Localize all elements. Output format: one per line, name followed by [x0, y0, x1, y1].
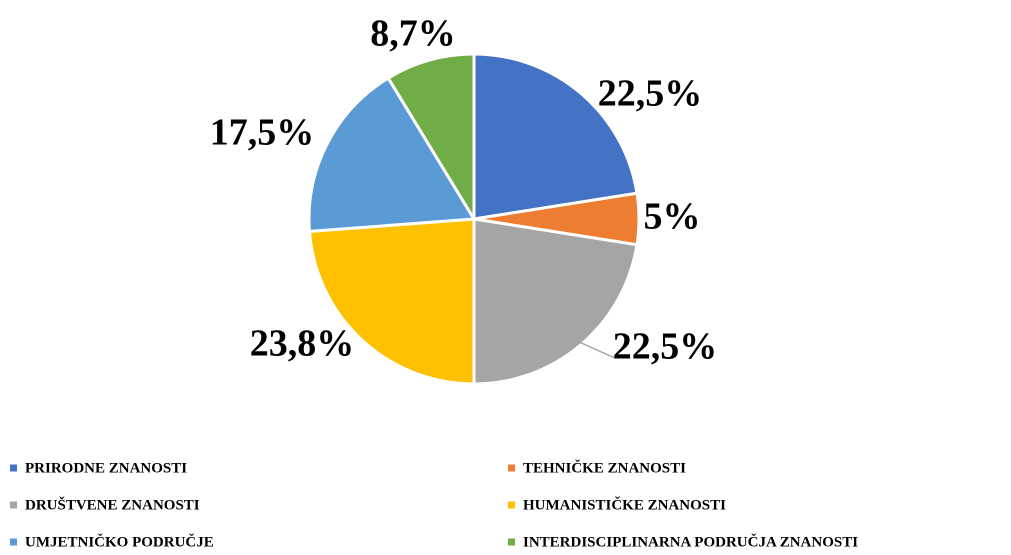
- legend-label: INTERDISCIPLINARNA PODRUČJA ZNANOSTI: [523, 533, 858, 550]
- pie-slice: [472, 52, 639, 221]
- pie-slice: [386, 52, 476, 225]
- legend-swatch: [508, 464, 515, 472]
- legend-swatch: [10, 464, 17, 472]
- legend-label: PRIRODNE ZNANOSTI: [25, 460, 187, 476]
- pie-slice: [307, 217, 476, 386]
- legend-label: DRUŠTVENE ZNANOSTI: [25, 496, 200, 513]
- legend-label: TEHNIČKE ZNANOSTI: [523, 459, 686, 476]
- data-label: 8,7%: [370, 13, 456, 55]
- pie-slice: [472, 217, 639, 386]
- legend-swatch: [508, 538, 515, 546]
- data-label: 23,8%: [250, 323, 355, 365]
- legend-swatch: [508, 501, 515, 509]
- legend-swatch: [10, 538, 17, 546]
- legend-swatch: [10, 501, 17, 509]
- data-label: 22,5%: [613, 326, 718, 368]
- legend-label: HUMANISTIČKE ZNANOSTI: [523, 496, 726, 513]
- legend-label: UMJETNIČKO PODRUČJE: [25, 533, 214, 550]
- pie-slice: [307, 75, 477, 234]
- data-label: 17,5%: [210, 112, 315, 154]
- leader-line: [578, 341, 616, 359]
- data-label: 5%: [644, 196, 701, 238]
- data-label: 22,5%: [598, 73, 703, 115]
